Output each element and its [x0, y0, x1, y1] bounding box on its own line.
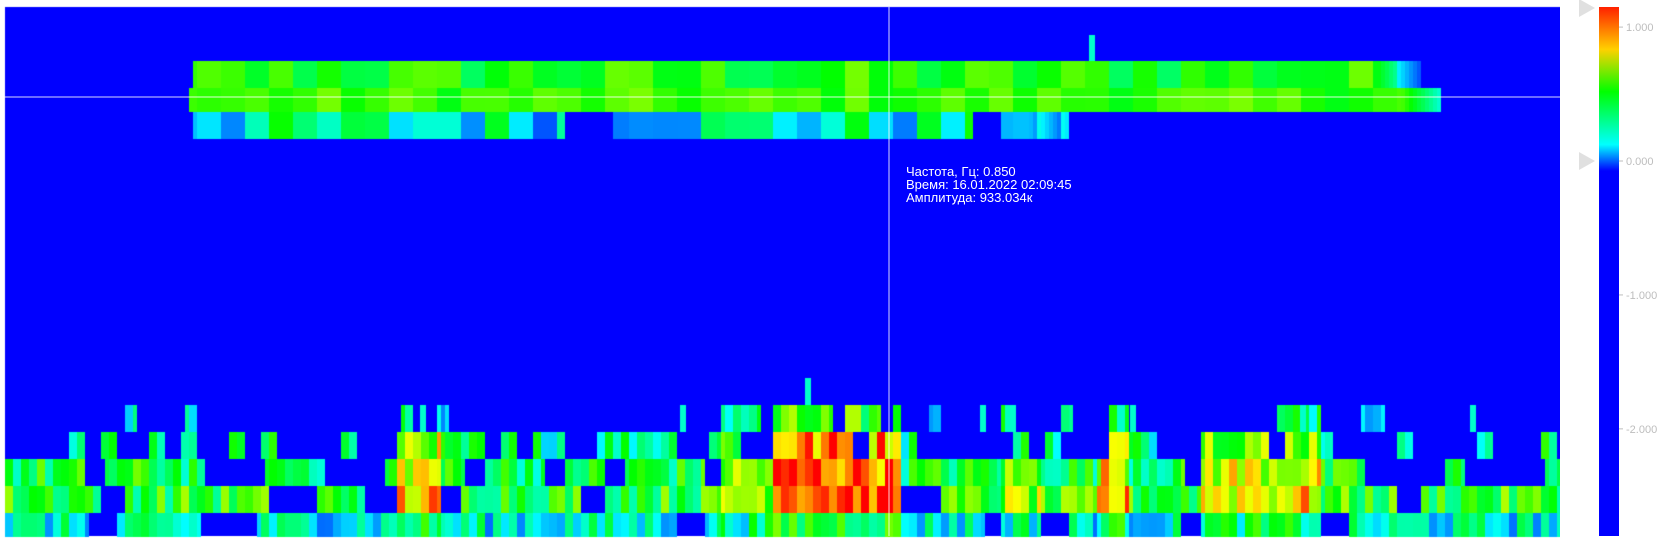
colorbar-range-handle[interactable]: [1579, 152, 1595, 171]
colorbar-ticks: 1.000 0.000 -1.000 -2.000: [1619, 22, 1657, 436]
colorbar-tick-label: -2.000: [1626, 424, 1657, 436]
colorbar: [1599, 7, 1619, 536]
colorbar-tick-label: 1.000: [1626, 22, 1654, 34]
colorbar-handles[interactable]: [1579, 0, 1595, 171]
spectrogram-heatmap[interactable]: [0, 0, 1560, 541]
colorbar-tick-label: -1.000: [1626, 290, 1657, 302]
colorbar-range-handle[interactable]: [1579, 0, 1595, 17]
colorbar-tick-label: 0.000: [1626, 156, 1654, 168]
color-scale: 1.000 0.000 -1.000 -2.000: [1579, 0, 1657, 536]
